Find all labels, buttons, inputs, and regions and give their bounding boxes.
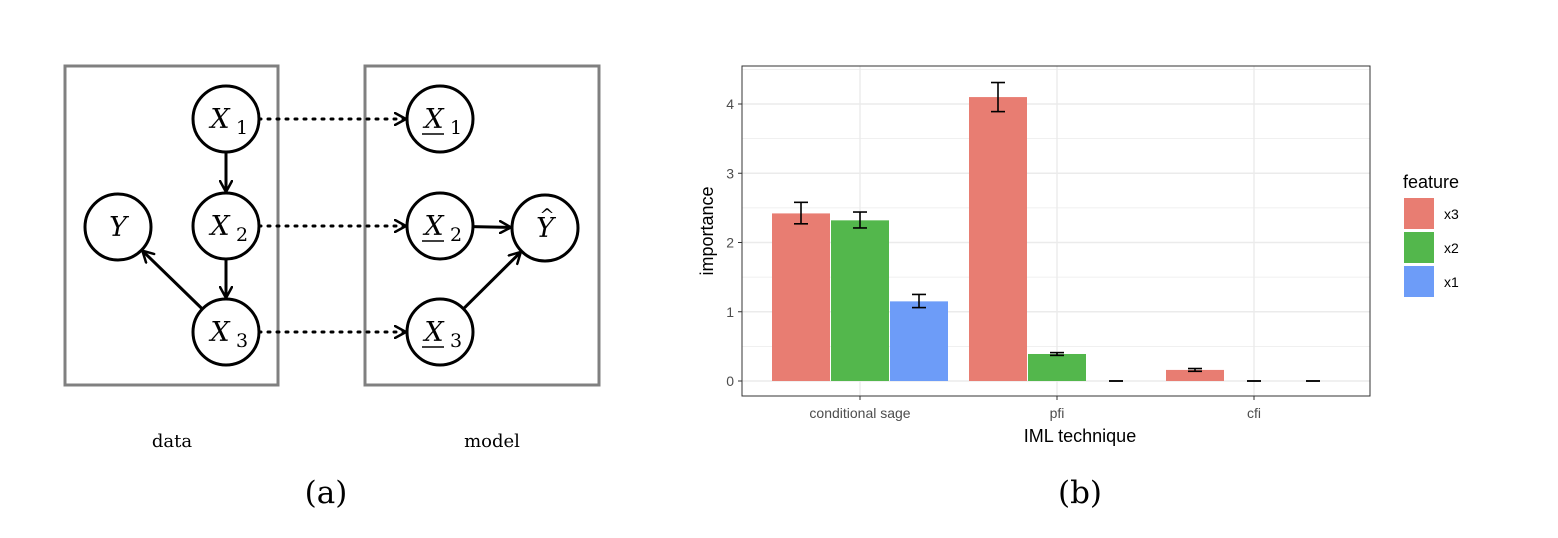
bar-x2-0 [831, 220, 889, 381]
y-tick-label: 3 [726, 165, 734, 181]
node-circle [191, 84, 261, 154]
x-axis-ticks: conditional sage pfi cfi [809, 396, 1261, 421]
node-accent: ^ [539, 205, 554, 226]
plot-border [741, 65, 1371, 397]
y-tick-label: 0 [726, 373, 734, 389]
node-circle [191, 297, 261, 367]
node-circle [83, 192, 153, 262]
chart-legend: feature x3 x2 x1 [1403, 172, 1459, 297]
y-tick-label: 1 [726, 304, 734, 320]
y-tick-label: 4 [726, 96, 734, 112]
node-label: X [422, 211, 445, 242]
node-circle [405, 191, 475, 261]
node-circle [405, 297, 475, 367]
error-bar-x3-0 [794, 201, 808, 225]
node-subscript: 3 [450, 330, 462, 352]
node-label: Y [109, 212, 129, 243]
error-bar-x3-1 [991, 81, 1005, 113]
node-circle [510, 193, 580, 263]
edge-mx2-yhat [472, 227, 511, 228]
node-circle [191, 191, 261, 261]
model-box-label: model [464, 431, 520, 452]
node-label: X [422, 317, 445, 348]
y-tick-label: 2 [726, 235, 734, 251]
error-bar-x1-0 [912, 293, 926, 309]
node-label: Y [536, 213, 556, 244]
legend-label: x3 [1444, 206, 1459, 222]
legend-label: x2 [1444, 240, 1459, 256]
x-tick-label: pfi [1050, 405, 1065, 421]
bar-chart: 0 1 2 3 4 conditional sage pfi cfi IML techniq… [697, 65, 1459, 511]
legend-item-x3: x3 [1404, 198, 1459, 229]
error-bar-x2-1 [1050, 351, 1064, 357]
bar-x3-1 [969, 97, 1027, 381]
node-subscript: 1 [450, 117, 462, 139]
node-circle [405, 84, 475, 154]
legend-swatch [1404, 198, 1434, 229]
bar-x3-2 [1166, 369, 1224, 381]
node-subscript: 2 [450, 224, 462, 246]
chart-error-bars [794, 81, 1320, 382]
diagram-edges [142, 119, 520, 332]
node-label: X [208, 317, 231, 348]
y-axis-ticks: 0 1 2 3 4 [726, 96, 742, 389]
error-bar-x2-0 [853, 211, 867, 229]
legend-item-x1: x1 [1404, 266, 1459, 297]
diagram-nodes: X 1X 2X 3YX 1X 2X 3Y^ [83, 84, 580, 367]
bar-x1-0 [890, 301, 948, 381]
panel-label-b: (b) [1058, 475, 1102, 511]
panel-label-a: (a) [305, 475, 348, 511]
edge-mx3-yhat [462, 252, 520, 310]
legend-title: feature [1403, 172, 1459, 192]
bar-x2-1 [1028, 353, 1086, 381]
node-subscript: 1 [236, 117, 248, 139]
legend-label: x1 [1444, 274, 1459, 290]
error-bar-x3-2 [1188, 367, 1202, 373]
edge-x3-y [142, 251, 204, 311]
node-y: Y [83, 192, 153, 262]
chart-bars [772, 97, 1224, 381]
node-yhat: Y^ [510, 193, 580, 263]
node-subscript: 3 [236, 330, 248, 352]
node-label: X [208, 104, 231, 135]
x-tick-label: conditional sage [809, 405, 910, 421]
x-tick-label: cfi [1247, 405, 1261, 421]
legend-swatch [1404, 266, 1434, 297]
x-axis-title: IML technique [1024, 426, 1136, 446]
causal-diagram: X 1X 2X 3YX 1X 2X 3Y^ data model (a) [63, 64, 601, 511]
bar-x3-0 [772, 213, 830, 381]
node-subscript: 2 [236, 224, 248, 246]
node-label: X [422, 104, 445, 135]
node-label: X [208, 211, 231, 242]
data-box-label: data [152, 431, 192, 452]
y-axis-title: importance [697, 186, 717, 275]
legend-swatch [1404, 232, 1434, 263]
model-box [363, 64, 601, 387]
legend-item-x2: x2 [1404, 232, 1459, 263]
